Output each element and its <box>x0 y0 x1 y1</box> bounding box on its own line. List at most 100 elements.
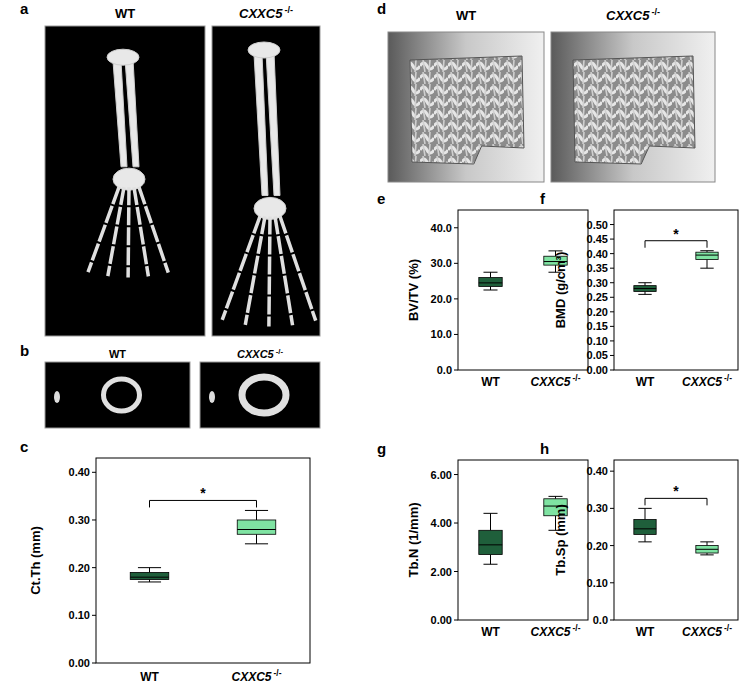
bone <box>245 216 265 324</box>
y-tick <box>92 567 96 568</box>
label-part: WT <box>456 8 476 23</box>
boxes <box>634 251 718 295</box>
y-tick <box>610 582 614 583</box>
y-tick <box>610 282 614 283</box>
bone <box>280 216 316 320</box>
panel-letter: f <box>540 190 546 207</box>
label-sup: -/- <box>573 373 581 383</box>
y-tick-label: 0.00 <box>587 364 608 376</box>
group-label: WT <box>456 8 476 23</box>
label-part: CXXC5 <box>531 625 571 639</box>
y-tick <box>610 268 614 269</box>
y-tick <box>610 297 614 298</box>
median <box>130 577 169 578</box>
image-frame <box>45 26 205 336</box>
y-tick-label: 6.00 <box>431 469 452 481</box>
y-tick <box>454 334 458 335</box>
label-part: WT <box>115 6 135 21</box>
label-part: WT <box>109 348 126 360</box>
y-tick <box>92 519 96 520</box>
label-part: CXXC5 <box>682 375 722 389</box>
median <box>479 544 502 545</box>
median <box>696 255 718 256</box>
cortical-ring <box>242 377 286 413</box>
image-frame <box>45 362 190 428</box>
group-label: WT <box>636 375 655 389</box>
y-tick-label: 0.20 <box>587 306 608 318</box>
y-tick <box>610 239 614 240</box>
bone <box>266 52 280 196</box>
panel-letter: c <box>20 438 28 455</box>
bone <box>88 187 119 272</box>
y-tick-label: 40.0 <box>431 222 452 234</box>
bone <box>134 187 148 276</box>
group-label: CXXC5-/- <box>239 5 293 21</box>
y-tick <box>92 472 96 473</box>
y-tick <box>454 571 458 572</box>
whisker-cap <box>483 290 497 291</box>
whisker-cap <box>700 250 713 251</box>
y-tick-label: 0.25 <box>587 291 608 303</box>
image-frame <box>551 32 715 182</box>
y-tick-label: 0.30 <box>69 514 90 526</box>
y-tick <box>454 620 458 621</box>
y-tick <box>610 224 614 225</box>
significance-mark: * <box>673 226 679 242</box>
bone <box>113 61 127 167</box>
whisker-cap <box>638 541 651 542</box>
label-sup: -/- <box>284 5 293 15</box>
y-tick-label: 0.20 <box>587 540 608 552</box>
whisker-cap <box>483 513 497 514</box>
y-tick <box>610 253 614 254</box>
y-axis-label: Tb.Sp (mm) <box>553 504 568 576</box>
box <box>696 252 718 259</box>
whisker-cap <box>700 541 713 542</box>
group-label: WT <box>140 670 159 684</box>
label-sup: -/- <box>276 347 284 356</box>
significance-bracket: * <box>150 485 257 507</box>
bone <box>248 42 280 58</box>
panel-letter: h <box>540 440 549 457</box>
whisker-lower <box>707 259 708 268</box>
whisker-upper <box>490 513 491 530</box>
y-tick-label: 0.35 <box>587 262 608 274</box>
y-tick <box>610 508 614 509</box>
bone <box>126 187 130 277</box>
whisker-cap <box>483 564 497 565</box>
bone <box>269 216 270 326</box>
group-label: CXXC5-/- <box>682 373 732 389</box>
y-tick-label: 0.00 <box>431 614 452 626</box>
y-tick <box>610 545 614 546</box>
label-part: CXXC5 <box>606 8 650 23</box>
bone <box>107 49 139 65</box>
whisker-cap <box>548 496 562 497</box>
label-part: CXXC5 <box>531 375 571 389</box>
y-tick <box>610 311 614 312</box>
significance-mark: * <box>673 483 679 499</box>
whisker-cap <box>638 282 651 283</box>
label-part: CXXC5 <box>239 6 283 21</box>
significance-bracket: * <box>645 483 707 505</box>
image-frame <box>388 32 544 182</box>
y-tick-label: 20.0 <box>431 293 452 305</box>
bracket <box>645 498 707 505</box>
bone <box>254 54 268 196</box>
bone <box>125 59 139 167</box>
fibula <box>54 391 60 403</box>
y-tick <box>610 340 614 341</box>
label-sup: -/- <box>724 373 732 383</box>
whisker-cap <box>638 508 651 509</box>
box <box>130 572 169 579</box>
y-axis-label: BMD (g/cm³) <box>553 252 568 329</box>
plot-frame <box>614 210 738 370</box>
box <box>634 286 656 292</box>
y-tick <box>92 615 96 616</box>
whisker-cap <box>700 268 713 269</box>
y-tick-label: 0.40 <box>587 465 608 477</box>
box <box>237 520 276 534</box>
boxes <box>634 508 718 555</box>
significance-bracket: * <box>645 226 707 248</box>
panel-letter: e <box>377 190 385 207</box>
label-part: CXXC5 <box>237 348 275 360</box>
group-label: WT <box>115 6 135 21</box>
